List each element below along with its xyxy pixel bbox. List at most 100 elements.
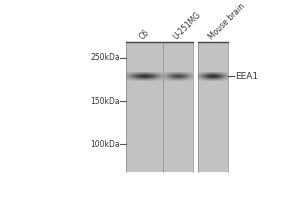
- Bar: [131, 75, 132, 76]
- Bar: [134, 78, 135, 79]
- Bar: [160, 79, 161, 80]
- Bar: [139, 76, 140, 77]
- Bar: [150, 77, 151, 78]
- Bar: [128, 72, 129, 73]
- Bar: [126, 75, 127, 76]
- Bar: [134, 76, 135, 77]
- Bar: [160, 77, 161, 78]
- Bar: [136, 76, 137, 77]
- Bar: [135, 77, 136, 78]
- Bar: [141, 76, 142, 77]
- Bar: [127, 74, 128, 75]
- Bar: [155, 72, 156, 73]
- Bar: [145, 76, 146, 77]
- Bar: [127, 77, 128, 78]
- Bar: [150, 72, 151, 73]
- Bar: [130, 72, 131, 73]
- Bar: [129, 73, 130, 74]
- Bar: [158, 72, 159, 73]
- Bar: [140, 78, 141, 79]
- Bar: [161, 79, 162, 80]
- Bar: [198, 42, 228, 172]
- Bar: [140, 74, 141, 75]
- Bar: [151, 78, 152, 79]
- Bar: [126, 76, 127, 77]
- Bar: [136, 74, 137, 75]
- Bar: [154, 74, 155, 75]
- Bar: [155, 78, 156, 79]
- Bar: [157, 77, 158, 78]
- Bar: [147, 75, 148, 76]
- Bar: [151, 76, 152, 77]
- Bar: [136, 75, 137, 76]
- Bar: [143, 78, 144, 79]
- Text: C6: C6: [138, 27, 152, 41]
- Bar: [135, 72, 136, 73]
- Bar: [139, 72, 140, 73]
- Bar: [150, 73, 151, 74]
- Bar: [157, 78, 158, 79]
- Bar: [129, 77, 130, 78]
- Bar: [145, 72, 146, 73]
- Bar: [136, 77, 137, 78]
- Bar: [158, 74, 159, 75]
- Bar: [138, 80, 139, 81]
- Bar: [156, 72, 157, 73]
- Bar: [144, 72, 145, 73]
- Bar: [151, 79, 152, 80]
- Bar: [138, 74, 139, 75]
- Bar: [155, 80, 156, 81]
- Bar: [147, 74, 148, 75]
- Bar: [149, 77, 150, 78]
- Bar: [155, 76, 156, 77]
- Bar: [126, 73, 127, 74]
- Bar: [139, 80, 140, 81]
- Bar: [131, 72, 132, 73]
- Bar: [150, 79, 151, 80]
- Bar: [154, 76, 155, 77]
- Bar: [160, 80, 161, 81]
- Bar: [161, 76, 162, 77]
- Bar: [146, 76, 147, 77]
- Bar: [144, 79, 145, 80]
- Bar: [141, 80, 142, 81]
- Bar: [160, 72, 161, 73]
- Bar: [137, 74, 138, 75]
- Bar: [151, 74, 152, 75]
- Bar: [132, 78, 133, 79]
- Bar: [145, 80, 146, 81]
- Bar: [148, 77, 149, 78]
- Bar: [128, 75, 129, 76]
- Text: 150kDa: 150kDa: [90, 97, 120, 106]
- Bar: [130, 79, 131, 80]
- Bar: [133, 80, 134, 81]
- Bar: [147, 73, 148, 74]
- Bar: [141, 78, 142, 79]
- Bar: [142, 74, 143, 75]
- Bar: [154, 75, 155, 76]
- Bar: [144, 77, 145, 78]
- Bar: [150, 76, 151, 77]
- Bar: [129, 78, 130, 79]
- Bar: [153, 72, 154, 73]
- Bar: [130, 77, 131, 78]
- Bar: [141, 72, 142, 73]
- Bar: [146, 77, 147, 78]
- Bar: [154, 76, 155, 77]
- Bar: [140, 73, 141, 74]
- Bar: [139, 77, 140, 78]
- Bar: [152, 80, 153, 81]
- Bar: [154, 80, 155, 81]
- Bar: [138, 73, 139, 74]
- Bar: [154, 78, 155, 79]
- Bar: [150, 74, 151, 75]
- Bar: [160, 75, 161, 76]
- Bar: [141, 75, 142, 76]
- Bar: [154, 72, 155, 73]
- Bar: [162, 72, 163, 73]
- Bar: [152, 79, 153, 80]
- Bar: [160, 74, 161, 75]
- Bar: [148, 80, 149, 81]
- Bar: [146, 80, 147, 81]
- Bar: [152, 74, 153, 75]
